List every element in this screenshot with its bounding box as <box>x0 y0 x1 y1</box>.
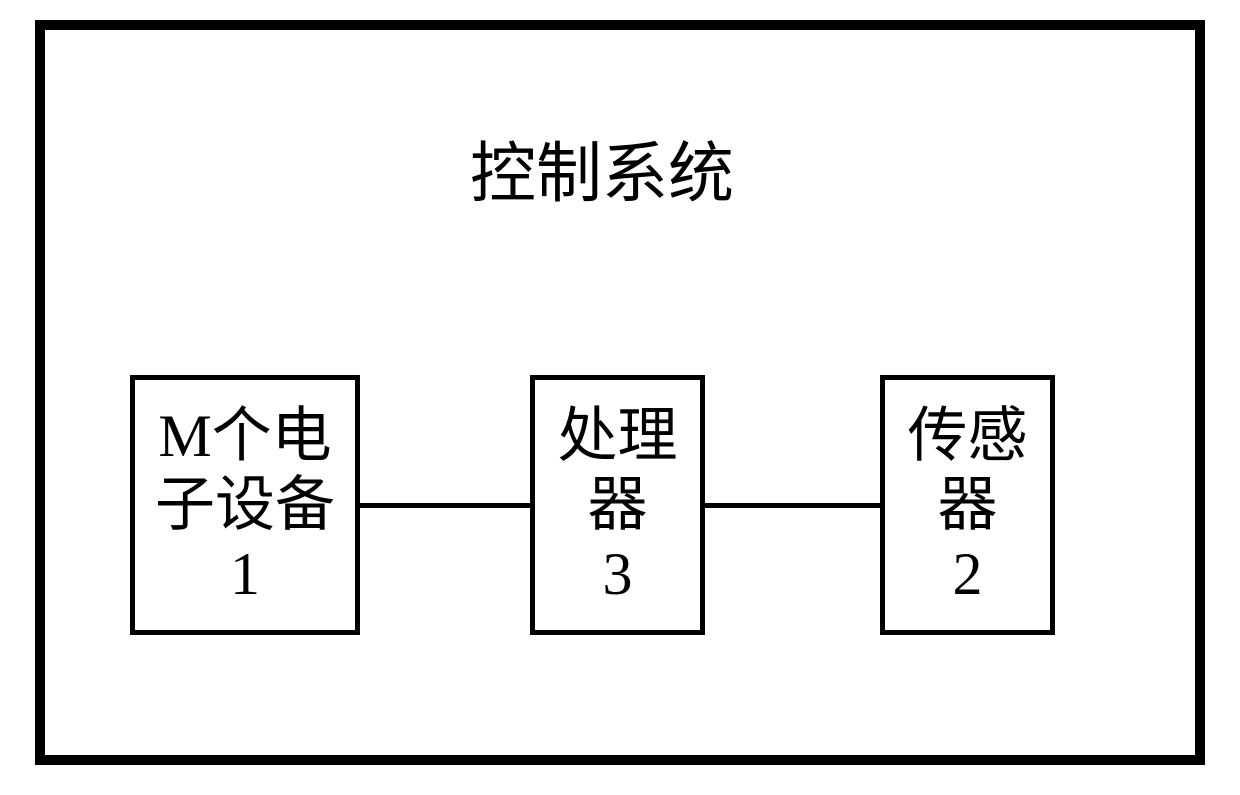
node-devices-line3: 1 <box>230 540 260 609</box>
node-sensor-line1: 传感 <box>908 402 1028 471</box>
node-devices-line1: M个电 <box>158 402 331 471</box>
edge-processor-sensor <box>705 503 880 508</box>
node-processor-line3: 3 <box>603 540 633 609</box>
edge-devices-processor <box>360 503 530 508</box>
node-processor-line1: 处理 <box>558 402 678 471</box>
node-devices: M个电 子设备 1 <box>130 375 360 635</box>
node-processor: 处理 器 3 <box>530 375 705 635</box>
node-sensor: 传感 器 2 <box>880 375 1055 635</box>
node-devices-line2: 子设备 <box>155 471 335 540</box>
diagram-title: 控制系统 <box>470 120 734 216</box>
node-sensor-line3: 2 <box>953 540 983 609</box>
node-processor-line2: 器 <box>588 471 648 540</box>
node-sensor-line2: 器 <box>938 471 998 540</box>
